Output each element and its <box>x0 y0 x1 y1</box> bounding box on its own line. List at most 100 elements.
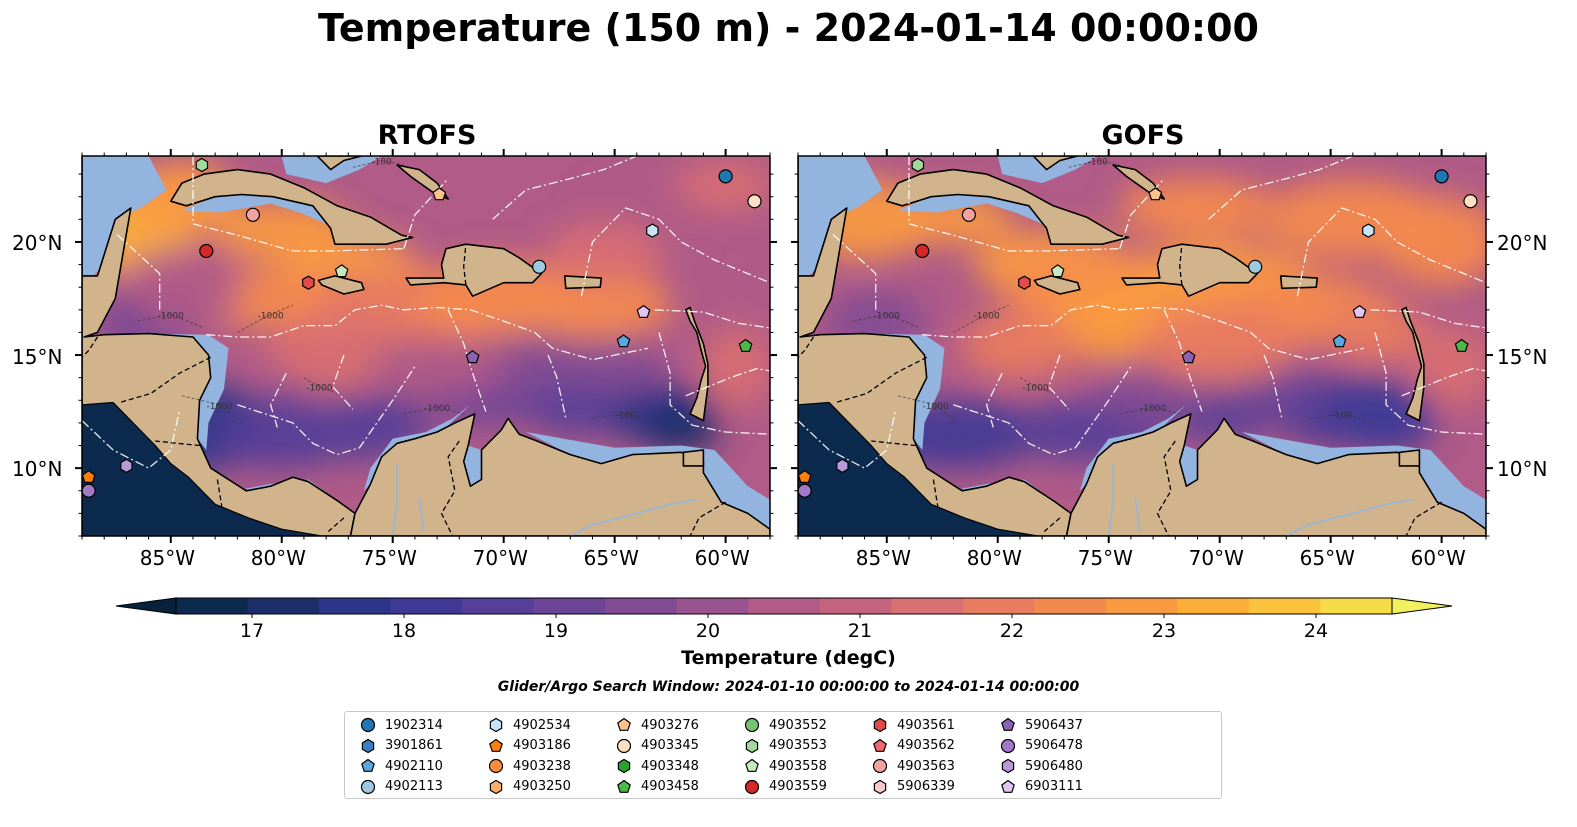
legend-label: 5906437 <box>1025 717 1083 733</box>
isobath-label: -1000 <box>424 404 450 414</box>
isobath-label: -100 <box>371 158 392 168</box>
rtofs-panel-title: RTOFS <box>377 120 477 151</box>
temperature-blob <box>367 336 508 397</box>
legend-item-6903111: 6903111 <box>999 777 1083 797</box>
float-marker-4903276 <box>1148 187 1163 201</box>
eez-boundary <box>492 156 638 220</box>
legend-item-4903552: 4903552 <box>743 715 827 735</box>
eez-boundary <box>114 232 161 310</box>
eez-boundary <box>685 367 770 397</box>
float-legend: 1902314 3901861 4902110 4902113 4902534 49031… <box>344 711 1222 799</box>
land-hispaniola <box>1121 243 1259 297</box>
lon-label-gofs-5: 60°W <box>1410 546 1466 570</box>
land-lesser <box>684 306 709 422</box>
isobath-label: -1000 <box>874 311 900 321</box>
legend-label: 4903345 <box>641 738 699 753</box>
country-border <box>463 244 467 285</box>
legend-label: 4903458 <box>641 779 699 794</box>
temperature-blob <box>1381 196 1486 287</box>
float-marker-4903458 <box>1454 338 1469 352</box>
country-border <box>327 517 345 532</box>
legend-label: 4902534 <box>513 717 571 733</box>
pentagon-marker-icon <box>361 758 375 772</box>
shelf-area <box>144 333 229 450</box>
eez-boundary <box>953 366 1132 456</box>
hexagon-marker-icon <box>873 717 887 733</box>
float-marker-5906480 <box>836 458 849 474</box>
isobath-label: -1000 <box>1022 384 1048 394</box>
isobath-label: -1000 <box>258 311 284 321</box>
country-border <box>440 440 460 536</box>
colorbar-segment <box>462 598 535 614</box>
legend-item-4902113: 4902113 <box>359 777 443 797</box>
isobath-label: -100 <box>1087 158 1108 168</box>
lat-label-10n-right: 10°N <box>1497 457 1548 481</box>
land-cuba <box>886 168 1130 245</box>
lat-label-20n-right: 20°N <box>1497 231 1548 255</box>
land-bahamas <box>1032 156 1079 171</box>
legend-label: 5906339 <box>897 779 955 794</box>
legend-item-4903238: 4903238 <box>487 756 571 776</box>
isobath-label: -1000 <box>207 402 233 412</box>
lon-label-rtofs-1: 80°W <box>250 546 306 570</box>
float-marker-4902534 <box>1362 223 1375 238</box>
float-marker-4903186 <box>798 469 812 483</box>
float-marker-4902113 <box>532 259 547 274</box>
lon-label-gofs-2: 75°W <box>1077 546 1133 570</box>
lon-label-rtofs-2: 75°W <box>361 546 417 570</box>
legend-item-4903458: 4903458 <box>615 777 699 797</box>
eez-boundary <box>269 372 287 428</box>
legend-label: 5906478 <box>1025 738 1083 753</box>
lat-label-15n-right: 15°N <box>1497 345 1548 369</box>
colorbar-segment <box>176 598 249 614</box>
legend-label: 4903553 <box>769 738 827 753</box>
temperature-blob <box>959 308 1080 379</box>
legend-item-1902314: 1902314 <box>359 715 443 735</box>
float-marker-4902110 <box>616 334 631 348</box>
country-border <box>119 356 211 404</box>
legend-label: 1902314 <box>385 717 443 733</box>
float-marker-6903111 <box>636 304 651 318</box>
legend-item-4903562: 4903562 <box>871 736 955 756</box>
colorbar-segment <box>1034 598 1107 614</box>
float-marker-1902314 <box>1434 169 1449 184</box>
colorbar-tick-label: 17 <box>239 620 265 642</box>
eez-boundary <box>798 409 897 469</box>
legend-item-4903345: 4903345 <box>615 736 699 756</box>
eez-boundary <box>1048 354 1070 410</box>
colorbar-tick-label: 19 <box>543 620 569 642</box>
float-marker-4903553 <box>195 157 209 173</box>
shelf-area <box>1241 432 1486 530</box>
pentagon-marker-icon <box>745 758 759 772</box>
shelf-area <box>363 404 471 491</box>
float-marker-6903111 <box>1352 304 1367 318</box>
legend-label: 6903111 <box>1025 779 1083 794</box>
float-marker-5906437 <box>1181 350 1196 364</box>
colorbar-over-extension <box>1391 597 1453 615</box>
isobath-line <box>403 406 464 415</box>
isobath-label: -1000 <box>158 311 184 321</box>
eez-boundary <box>580 207 770 297</box>
lat-label-20n: 20°N <box>12 231 63 255</box>
float-marker-4903458 <box>738 338 753 352</box>
colorbar-segment <box>605 598 678 614</box>
hexagon-marker-icon <box>489 779 503 794</box>
lon-label-gofs-4: 65°W <box>1299 546 1355 570</box>
circle-marker-icon <box>360 717 376 733</box>
float-marker-4903345 <box>1463 194 1478 209</box>
isobath-label: -1000 <box>974 311 1000 321</box>
legend-label: 4903276 <box>641 717 699 733</box>
isobath-line <box>303 377 338 394</box>
eez-boundary <box>192 156 404 252</box>
pentagon-marker-icon <box>1001 779 1015 793</box>
eez-boundary <box>654 309 770 329</box>
land-cuba <box>170 168 414 245</box>
isobath-line <box>237 304 293 333</box>
legend-label: 4903559 <box>769 779 827 794</box>
float-marker-4903559 <box>199 243 214 259</box>
legend-label: 4903186 <box>513 738 571 753</box>
colorbar-segment <box>533 598 606 614</box>
legend-item-4903348: 4903348 <box>615 756 699 776</box>
circle-marker-icon <box>744 717 760 733</box>
temperature-blob <box>543 223 664 284</box>
